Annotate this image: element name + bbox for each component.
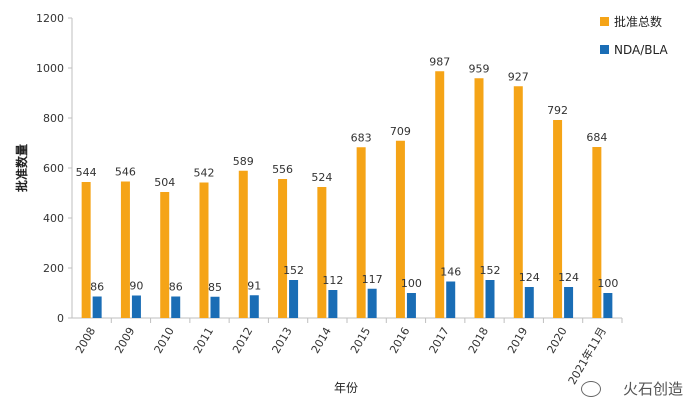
legend-label: 批准总数 xyxy=(614,14,662,29)
bar-nda-bla xyxy=(131,295,141,318)
data-label: 90 xyxy=(129,280,143,293)
data-label: 556 xyxy=(272,163,293,176)
data-label: 683 xyxy=(351,131,372,144)
bar-nda-bla xyxy=(210,296,220,318)
x-tick-label: 2016 xyxy=(387,325,412,356)
bar-total xyxy=(513,86,523,318)
data-label: 85 xyxy=(208,281,222,294)
x-axis-label: 年份 xyxy=(334,381,358,395)
bar-total xyxy=(356,147,366,318)
data-label: 124 xyxy=(519,271,540,284)
x-tick-label: 2015 xyxy=(348,325,373,356)
data-labels: 544 86 546 90 504 86 542 85 589 91 556 152 524 112 683… xyxy=(76,55,619,294)
data-label: 684 xyxy=(586,131,607,144)
bar-nda-bla xyxy=(446,281,456,318)
bar-nda-bla xyxy=(289,280,299,318)
data-label: 152 xyxy=(283,264,304,277)
bar-total xyxy=(592,147,602,318)
data-label: 709 xyxy=(390,125,411,138)
bar-nda-bla xyxy=(564,287,574,318)
bar-nda-bla xyxy=(249,295,259,318)
legend-label: NDA/BLA xyxy=(614,43,668,57)
bar-total xyxy=(435,71,445,318)
bar-total xyxy=(160,192,170,318)
x-tick-label: 2014 xyxy=(309,325,334,356)
bar-total xyxy=(199,182,209,318)
data-label: 504 xyxy=(154,176,175,189)
x-tick-label: 2018 xyxy=(466,325,491,356)
data-label: 152 xyxy=(480,264,501,277)
data-label: 117 xyxy=(362,273,383,286)
bars xyxy=(81,71,613,318)
data-label: 524 xyxy=(311,171,332,184)
bar-nda-bla xyxy=(485,280,495,318)
bar-total xyxy=(395,140,405,318)
data-label: 927 xyxy=(508,70,529,83)
data-label: 86 xyxy=(169,281,183,294)
data-label: 546 xyxy=(115,166,136,179)
y-tick-label: 600 xyxy=(43,162,64,175)
bar-total xyxy=(81,182,91,318)
data-label: 100 xyxy=(401,277,422,290)
x-tick-label: 2012 xyxy=(230,325,255,356)
data-label: 124 xyxy=(558,271,579,284)
y-tick-label: 800 xyxy=(43,112,64,125)
x-tick-label: 2020 xyxy=(544,325,569,356)
legend-swatch xyxy=(600,45,609,54)
bar-total xyxy=(120,181,130,318)
bar-nda-bla xyxy=(171,296,181,318)
bar-nda-bla xyxy=(328,290,338,318)
bar-nda-bla xyxy=(92,296,102,318)
bar-nda-bla xyxy=(367,288,377,318)
data-label: 959 xyxy=(469,62,490,75)
data-label: 792 xyxy=(547,104,568,117)
data-label: 987 xyxy=(429,55,450,68)
data-label: 542 xyxy=(194,167,215,180)
data-label: 86 xyxy=(90,281,104,294)
x-tick-label: 2010 xyxy=(152,325,177,356)
bar-total xyxy=(278,179,288,318)
wechat-icon xyxy=(581,381,601,397)
data-label: 589 xyxy=(233,155,254,168)
y-axis-label: 批准数量 xyxy=(14,144,29,192)
bar-nda-bla xyxy=(406,293,416,318)
bar-nda-bla xyxy=(603,293,613,318)
watermark-text: 火石创造 xyxy=(622,380,683,398)
y-tick-label: 200 xyxy=(43,262,64,275)
data-label: 544 xyxy=(76,166,97,179)
data-label: 91 xyxy=(247,279,261,292)
bar-total xyxy=(317,187,327,318)
bar-total xyxy=(553,120,563,318)
x-tick-label: 2009 xyxy=(112,325,137,356)
data-label: 112 xyxy=(322,274,343,287)
legend: 批准总数 NDA/BLA xyxy=(600,14,668,57)
bar-total xyxy=(474,78,484,318)
data-label: 146 xyxy=(440,266,461,279)
x-tick-label: 2013 xyxy=(269,325,294,356)
data-label: 100 xyxy=(597,277,618,290)
y-tick-label: 400 xyxy=(43,212,64,225)
x-tick-label: 2008 xyxy=(73,325,98,356)
bar-total xyxy=(238,170,248,318)
x-tick-label: 2017 xyxy=(427,325,452,356)
y-tick-label: 1200 xyxy=(36,12,64,25)
y-tick-label: 0 xyxy=(57,312,64,325)
bar-nda-bla xyxy=(524,287,534,318)
x-tick-label: 2011 xyxy=(191,325,216,356)
y-tick-label: 1000 xyxy=(36,62,64,75)
x-tick-label: 2021年11月 xyxy=(565,325,609,387)
legend-swatch xyxy=(600,17,609,26)
x-tick-label: 2019 xyxy=(505,325,530,356)
